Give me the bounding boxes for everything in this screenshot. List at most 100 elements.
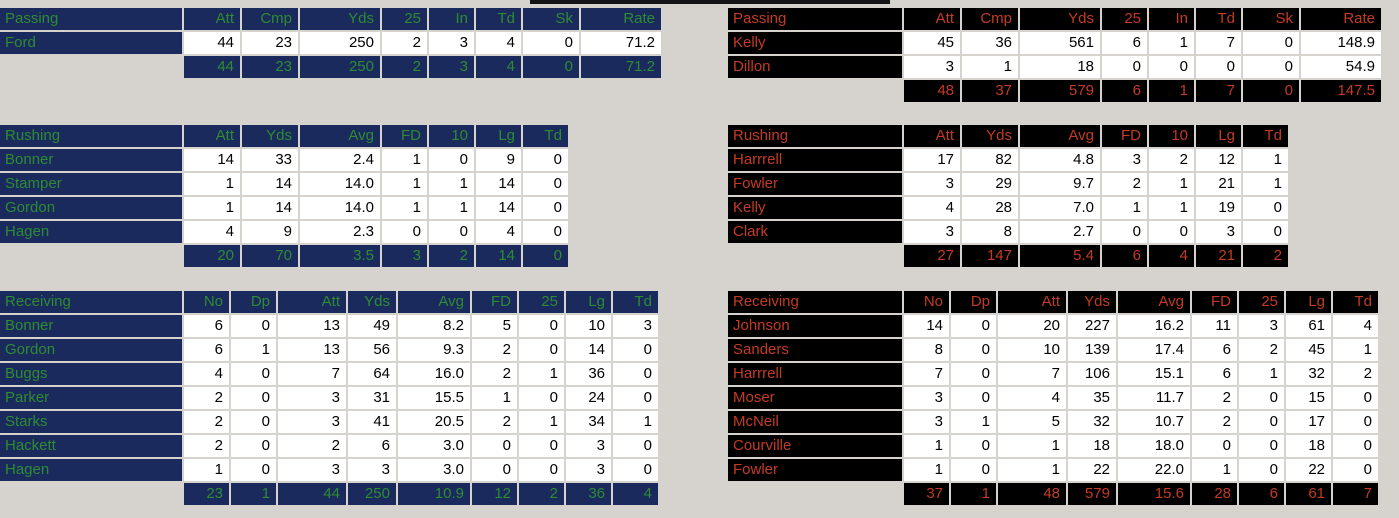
total-stat-cell: 579 [1068, 483, 1116, 505]
stat-cell: 7.0 [1020, 197, 1100, 219]
table-row: Stamper 1 14 14.0 1 1 14 0 [0, 173, 568, 195]
total-stat-cell: 2 [429, 245, 474, 267]
stat-cell: 0 [1149, 56, 1194, 78]
column-header-cell: FD [382, 125, 427, 147]
column-header-cell: FD [1102, 125, 1147, 147]
player-name-cell: Courville [728, 435, 902, 457]
stat-cell: 14 [566, 339, 611, 361]
stat-cell: 2 [278, 435, 346, 457]
stat-cell: 32 [1068, 411, 1116, 433]
column-header-cell: Lg [1286, 291, 1331, 313]
stat-cell: 3 [904, 221, 960, 243]
player-name-cell: McNeil [728, 411, 902, 433]
stat-cell: 2 [472, 411, 517, 433]
stat-cell: 18.0 [1118, 435, 1190, 457]
table-row: Johnson 14 0 20 227 16.2 11 3 61 4 [728, 315, 1378, 337]
player-name-cell: Gordon [0, 339, 182, 361]
column-header-cell: 25 [1102, 8, 1147, 30]
player-name-cell: Sanders [728, 339, 902, 361]
column-header-cell: 25 [519, 291, 564, 313]
stat-cell: 23 [242, 32, 298, 54]
table-row: Buggs 4 0 7 64 16.0 2 1 36 0 [0, 363, 658, 385]
stat-cell: 0 [519, 387, 564, 409]
column-header-cell: Att [998, 291, 1066, 313]
column-header-cell: Sk [523, 8, 579, 30]
total-stat-cell: 3 [429, 56, 474, 78]
stat-cell: 31 [348, 387, 396, 409]
column-header-cell: Cmp [242, 8, 298, 30]
stat-cell: 11 [1192, 315, 1237, 337]
player-name-cell: Fowler [728, 173, 902, 195]
stat-cell: 16.2 [1118, 315, 1190, 337]
column-header-cell: Att [904, 8, 960, 30]
stat-cell: 1 [519, 363, 564, 385]
stat-cell: 7 [998, 363, 1066, 385]
stat-cell: 9 [242, 221, 298, 243]
stat-cell: 14.0 [300, 173, 380, 195]
column-header-cell: Avg [398, 291, 470, 313]
player-name-cell: Parker [0, 387, 182, 409]
table-row: Ford 44 23 250 2 3 4 0 71.2 [0, 32, 661, 54]
table-row: Starks 2 0 3 41 20.5 2 1 34 1 [0, 411, 658, 433]
column-header-cell: Avg [1020, 125, 1100, 147]
column-header-cell: Yds [300, 8, 380, 30]
stat-cell: 1 [519, 411, 564, 433]
stat-cell: 82 [962, 149, 1018, 171]
stat-cell: 2 [184, 387, 229, 409]
stat-cell: 1 [904, 459, 949, 481]
player-name-cell: Bonner [0, 315, 182, 337]
stat-cell: 36 [962, 32, 1018, 54]
stat-cell: 0 [472, 459, 517, 481]
stat-cell: 44 [184, 32, 240, 54]
stat-cell: 0 [951, 435, 996, 457]
table-row: Gordon 6 1 13 56 9.3 2 0 14 0 [0, 339, 658, 361]
stat-cell: 106 [1068, 363, 1116, 385]
table-row: McNeil 3 1 5 32 10.7 2 0 17 0 [728, 411, 1378, 433]
stat-cell: 6 [184, 339, 229, 361]
stat-cell: 0 [231, 411, 276, 433]
total-stat-cell: 27 [904, 245, 960, 267]
player-name-cell: Buggs [0, 363, 182, 385]
table-title: Passing [0, 8, 182, 30]
stat-cell: 1 [1243, 173, 1288, 195]
header-row: Rushing Att Yds Avg FD 10 Lg Td [728, 125, 1288, 147]
stat-cell: 15.1 [1118, 363, 1190, 385]
column-header-cell: 10 [429, 125, 474, 147]
stat-cell: 10 [566, 315, 611, 337]
column-header-cell: Yds [348, 291, 396, 313]
stat-cell: 22 [1068, 459, 1116, 481]
stat-cell: 2 [1192, 411, 1237, 433]
table-title: Receiving [0, 291, 182, 313]
stat-cell: 18 [1020, 56, 1100, 78]
stat-cell: 1 [382, 197, 427, 219]
stat-cell: 2 [382, 32, 427, 54]
total-stat-cell: 1 [1149, 80, 1194, 102]
stat-cell: 3 [348, 459, 396, 481]
column-header-cell: Td [1333, 291, 1378, 313]
totals-row: 48 37 579 6 1 7 0 147.5 [728, 80, 1381, 102]
column-header-cell: No [904, 291, 949, 313]
stat-cell: 0 [1149, 221, 1194, 243]
stat-cell: 0 [951, 459, 996, 481]
stat-cell: 0 [523, 173, 568, 195]
header-row: Passing Att Cmp Yds 25 In Td Sk Rate [0, 8, 661, 30]
column-header-cell: Dp [231, 291, 276, 313]
stat-cell: 17 [1286, 411, 1331, 433]
stat-cell: 41 [348, 411, 396, 433]
stat-cell: 0 [519, 459, 564, 481]
column-header-cell: Yds [1068, 291, 1116, 313]
header-row: Passing Att Cmp Yds 25 In Td Sk Rate [728, 8, 1381, 30]
table-row: Hackett 2 0 2 6 3.0 0 0 3 0 [0, 435, 658, 457]
total-stat-cell: 23 [184, 483, 229, 505]
stat-cell: 0 [1239, 459, 1284, 481]
stat-cell: 1 [1192, 459, 1237, 481]
header-row: Rushing Att Yds Avg FD 10 Lg Td [0, 125, 568, 147]
stat-cell: 61 [1286, 315, 1331, 337]
table-title: Receiving [728, 291, 902, 313]
total-stat-cell: 2 [519, 483, 564, 505]
stat-cell: 2 [1333, 363, 1378, 385]
stat-cell: 22.0 [1118, 459, 1190, 481]
total-stat-cell: 6 [1102, 80, 1147, 102]
stat-cell: 1 [184, 459, 229, 481]
stat-cell: 1 [472, 387, 517, 409]
